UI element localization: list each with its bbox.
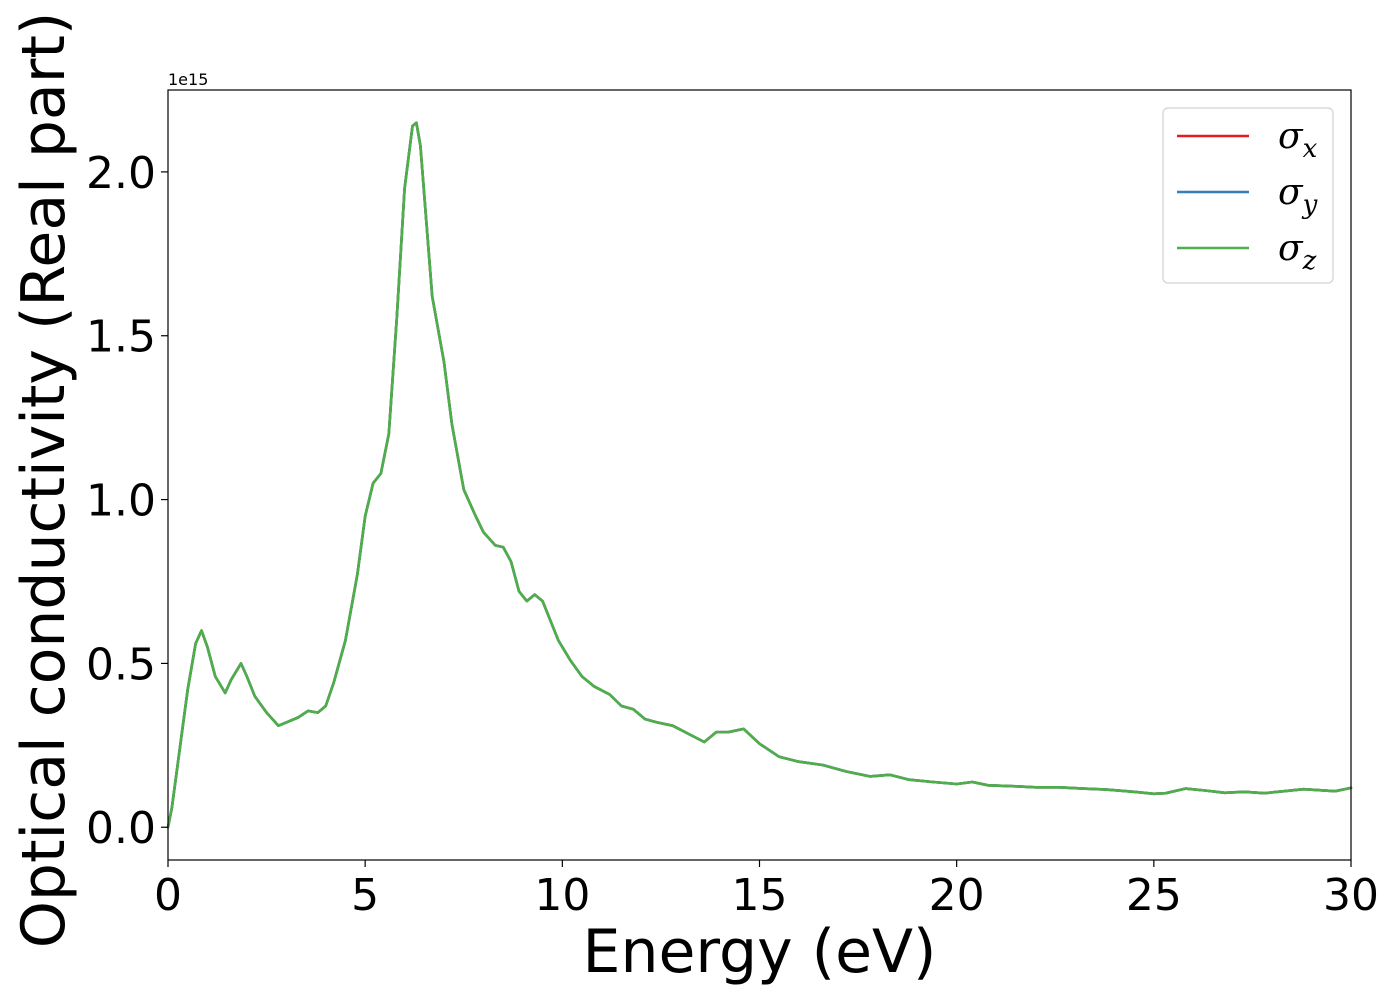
y-tick-label: 0.0 — [86, 803, 156, 854]
y-tick-label: 2.0 — [86, 148, 156, 199]
series-line-sigma-z — [166, 121, 1353, 829]
series-layer — [166, 121, 1353, 829]
x-tick-label: 10 — [534, 870, 590, 921]
x-tick-label: 20 — [929, 870, 985, 921]
x-tick-label: 25 — [1126, 870, 1182, 921]
legend-box — [1162, 107, 1334, 284]
x-tick-label: 30 — [1323, 870, 1379, 921]
y-axis-ticks: 0.0 0.5 1.0 1.5 2.0 — [86, 148, 168, 854]
y-tick-label: 1.0 — [86, 476, 156, 527]
legend-label-sigma-y: σy — [1278, 172, 1318, 220]
legend-label-sigma-z: σz — [1278, 228, 1317, 276]
y-offset-text: 1e15 — [168, 70, 208, 89]
y-axis-label: Optical conductivity (Real part) — [9, 12, 79, 949]
legend-label-sigma-x: σx — [1278, 116, 1318, 164]
legend: σx σy σz — [1162, 107, 1334, 284]
y-tick-label: 0.5 — [86, 639, 156, 690]
x-tick-label: 0 — [154, 870, 182, 921]
x-tick-label: 15 — [732, 870, 788, 921]
x-axis-ticks: 0 5 10 15 20 25 30 — [154, 860, 1379, 921]
x-tick-label: 5 — [351, 870, 379, 921]
y-tick-label: 1.5 — [86, 312, 156, 363]
x-axis-label: Energy (eV) — [583, 917, 937, 987]
